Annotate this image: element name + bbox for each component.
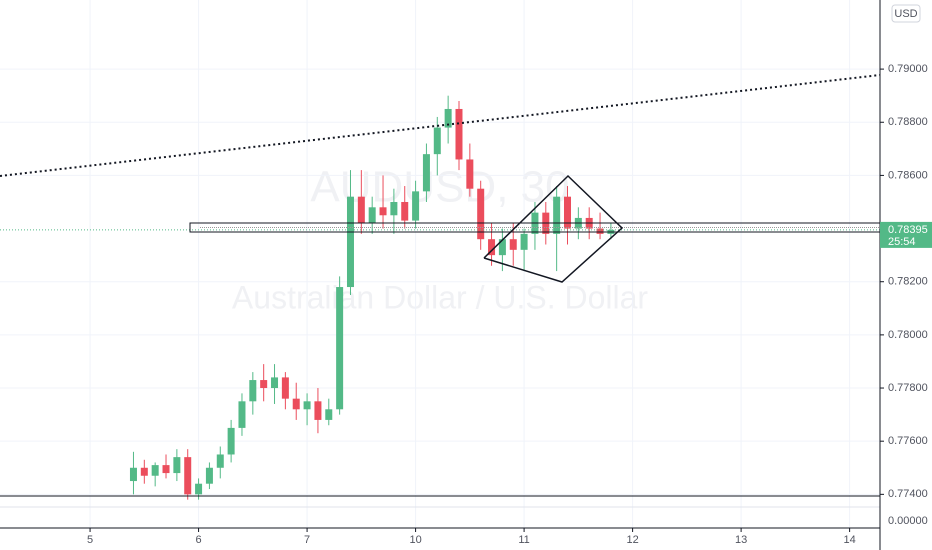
grid <box>0 0 880 528</box>
candle-body <box>477 188 485 240</box>
x-tick-label: 7 <box>304 534 310 546</box>
candle-body <box>390 201 398 216</box>
candle-body <box>227 427 235 455</box>
y-tick-label: 0.78000 <box>888 329 928 341</box>
candle-body <box>488 239 496 256</box>
candle-body <box>271 377 279 389</box>
x-tick-label: 6 <box>196 534 202 546</box>
last-price-label: 0.78395 <box>888 224 928 236</box>
candle-body <box>379 207 387 216</box>
countdown-label: 25:54 <box>888 236 916 248</box>
candle-body <box>173 457 181 474</box>
candle-body <box>184 457 192 495</box>
candle-body <box>292 398 300 410</box>
candle-body <box>151 465 159 476</box>
y-tick-label: 0.77600 <box>888 435 928 447</box>
candle-body <box>129 467 137 482</box>
candle-body <box>422 154 430 192</box>
volume-tick-label: 0.00000 <box>888 515 928 527</box>
candle-body <box>368 207 376 224</box>
candle-body <box>498 239 506 256</box>
candle-body <box>325 409 333 420</box>
candle-body <box>249 380 257 402</box>
candle-body <box>195 483 203 495</box>
candle-body <box>596 228 604 234</box>
candle-body <box>336 287 344 410</box>
candle-body <box>281 377 289 399</box>
x-tick-label: 13 <box>735 534 747 546</box>
candle-body <box>314 401 322 420</box>
x-tick-label: 10 <box>409 534 421 546</box>
last-price-box <box>880 221 932 248</box>
y-tick-label: 0.77800 <box>888 382 928 394</box>
candle-body <box>216 454 224 468</box>
x-tick-label: 14 <box>843 534 855 546</box>
candle-body <box>238 401 246 428</box>
candle-body <box>162 465 170 474</box>
candle-body <box>346 196 354 288</box>
y-tick-label: 0.78600 <box>888 169 928 181</box>
candle-body <box>140 467 148 476</box>
x-tick-label: 12 <box>626 534 638 546</box>
axes: 0.77400 0.77600 0.77800 0.78000 0.78200 0.786… <box>87 63 932 546</box>
y-tick-label: 0.78800 <box>888 116 928 128</box>
x-tick-label: 11 <box>518 534 529 546</box>
watermark-description: Australian Dollar / U.S. Dollar <box>232 279 648 315</box>
candle-body <box>520 233 528 250</box>
candle-body <box>303 401 311 410</box>
currency-button[interactable] <box>891 4 921 23</box>
candle-body <box>412 191 420 221</box>
candle-body <box>509 239 517 250</box>
currency-label[interactable]: USD <box>894 8 917 20</box>
candle-body <box>553 196 561 234</box>
candle-body <box>205 467 213 484</box>
candle-body <box>444 108 452 128</box>
candle-body <box>357 196 365 224</box>
candle-body <box>466 159 474 189</box>
candle-body <box>260 380 268 389</box>
x-tick-label: 5 <box>87 534 93 546</box>
candle-body <box>455 108 463 160</box>
y-tick-label: 0.78200 <box>888 276 928 288</box>
candle-body <box>563 196 571 229</box>
y-tick-label: 0.79000 <box>888 63 928 75</box>
candle-body <box>433 127 441 155</box>
candle-body <box>401 201 409 221</box>
candles <box>0 95 880 500</box>
y-tick-label: 0.77400 <box>888 488 928 500</box>
diamond-pattern <box>483 174 624 283</box>
